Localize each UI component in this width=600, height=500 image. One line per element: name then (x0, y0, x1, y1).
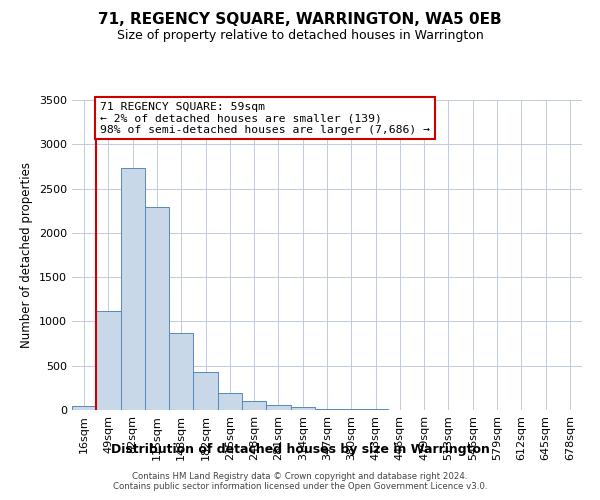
Text: Size of property relative to detached houses in Warrington: Size of property relative to detached ho… (116, 29, 484, 42)
Bar (315, 408, 339, 410)
Bar (339, 409, 364, 410)
Bar (193, 372, 218, 410)
Bar (121, 168, 145, 410)
Text: 71 REGENCY SQUARE: 59sqm
← 2% of detached houses are smaller (139)
98% of semi-d: 71 REGENCY SQUARE: 59sqm ← 2% of detache… (100, 102, 430, 134)
Bar (266, 405, 290, 410)
Bar (242, 401, 266, 410)
Text: Contains public sector information licensed under the Open Government Licence v3: Contains public sector information licen… (113, 482, 487, 491)
Bar (72, 406, 96, 410)
Bar (290, 408, 315, 410)
Text: Distribution of detached houses by size in Warrington: Distribution of detached houses by size … (110, 444, 490, 456)
Bar (96, 311, 121, 410)
Bar (145, 207, 169, 410)
Y-axis label: Number of detached properties: Number of detached properties (20, 162, 34, 348)
Bar (169, 333, 193, 410)
Text: Contains HM Land Registry data © Crown copyright and database right 2024.: Contains HM Land Registry data © Crown c… (132, 472, 468, 481)
Text: 71, REGENCY SQUARE, WARRINGTON, WA5 0EB: 71, REGENCY SQUARE, WARRINGTON, WA5 0EB (98, 12, 502, 28)
Bar (218, 392, 242, 410)
